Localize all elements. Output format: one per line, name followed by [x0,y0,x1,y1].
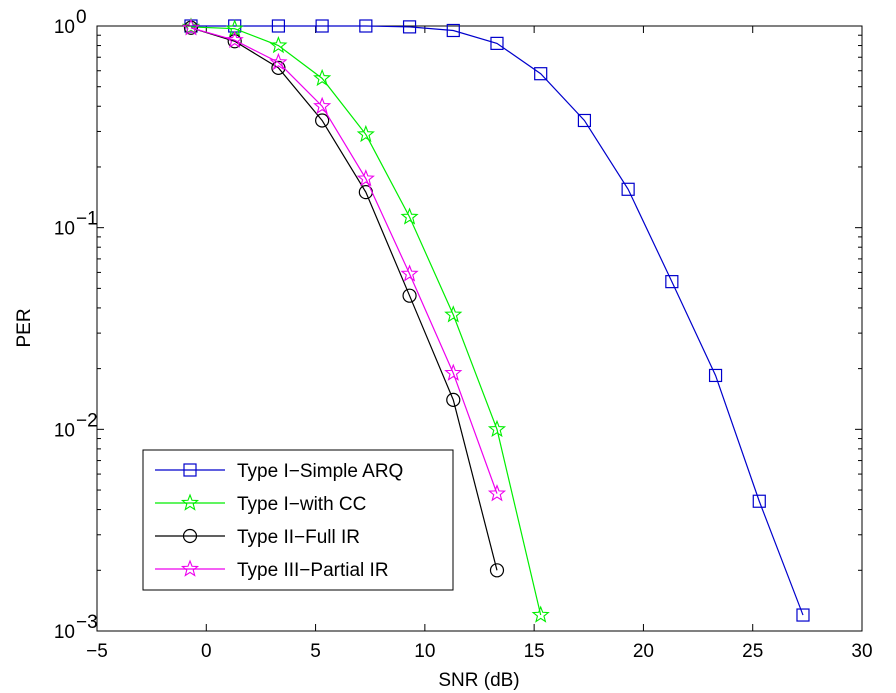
data-point-circle [402,288,417,303]
data-point-square [534,67,548,81]
data-point-star [487,484,507,502]
legend-marker [180,559,200,577]
x-tick-label: −5 [86,641,108,662]
legend-label: Type I−with CC [237,494,366,515]
y-tick-exponent: −1 [76,209,98,230]
y-tick-exponent: −2 [76,410,98,431]
y-axis-title: PER [14,308,35,347]
data-point-square [315,19,329,33]
data-point-star [356,169,375,187]
legend-label: Type III−Partial IR [237,560,389,581]
y-tick-label: 10 [54,420,75,441]
legend-marker [183,463,197,477]
data-point-star [444,363,463,381]
x-tick-label: 0 [201,641,212,662]
y-tick-exponent: −3 [76,612,98,633]
x-tick-label: 15 [524,641,545,662]
data-point-star [444,305,463,323]
data-point-star [269,35,288,54]
x-tick-label: 5 [310,641,321,662]
x-tick-label: 30 [851,641,872,662]
data-point-square [621,182,635,196]
data-point-star [356,124,375,143]
data-point-square [490,36,504,50]
data-point-circle [271,60,286,75]
legend-marker [180,493,200,511]
x-tick-label: 10 [414,641,435,662]
series-line [190,25,804,616]
data-point-star [400,207,419,225]
data-point-circle [227,34,242,49]
data-point-square [359,19,373,33]
data-point-star [313,68,332,87]
tick-marks [96,25,863,632]
data-point-square [708,368,723,383]
y-tick-exponent: 0 [76,7,87,28]
data-point-square [402,20,417,34]
data-point-star [400,264,419,282]
legend-label: Type II−Full IR [237,527,360,548]
data-point-star [313,96,332,114]
data-point-star [225,30,244,48]
data-point-star [531,605,550,623]
series-group [183,20,505,578]
data-point-square [796,608,810,622]
x-tick-labels: −5 0 5 10 15 20 25 30 [86,641,872,662]
data-point-star [269,52,288,71]
series-group [184,19,810,622]
data-point-star [181,18,201,36]
x-tick-label: 20 [633,641,654,662]
data-point-circle [446,392,461,407]
x-axis-title: SNR (dB) [438,670,519,691]
series-layer [181,17,810,623]
y-tick-label: 10 [54,622,75,643]
series-line [190,27,498,494]
data-point-circle [315,113,330,128]
y-tick-label: 10 [54,17,75,38]
data-point-square [752,494,766,508]
data-point-square [665,275,679,289]
series-group [181,18,507,502]
legend-label: Type I−Simple ARQ [237,461,403,482]
series-line [190,27,498,571]
legend-marker [182,528,198,544]
data-point-circle [489,563,505,578]
y-tick-label: 10 [54,219,75,240]
data-point-square [577,113,592,128]
series-line [190,26,542,616]
data-point-star [487,419,507,438]
data-point-square [446,23,460,38]
data-point-square [271,19,286,33]
x-tick-label: 25 [742,641,763,662]
legend: Type I−Simple ARQ Type I−with CC Type II−F… [142,449,454,591]
